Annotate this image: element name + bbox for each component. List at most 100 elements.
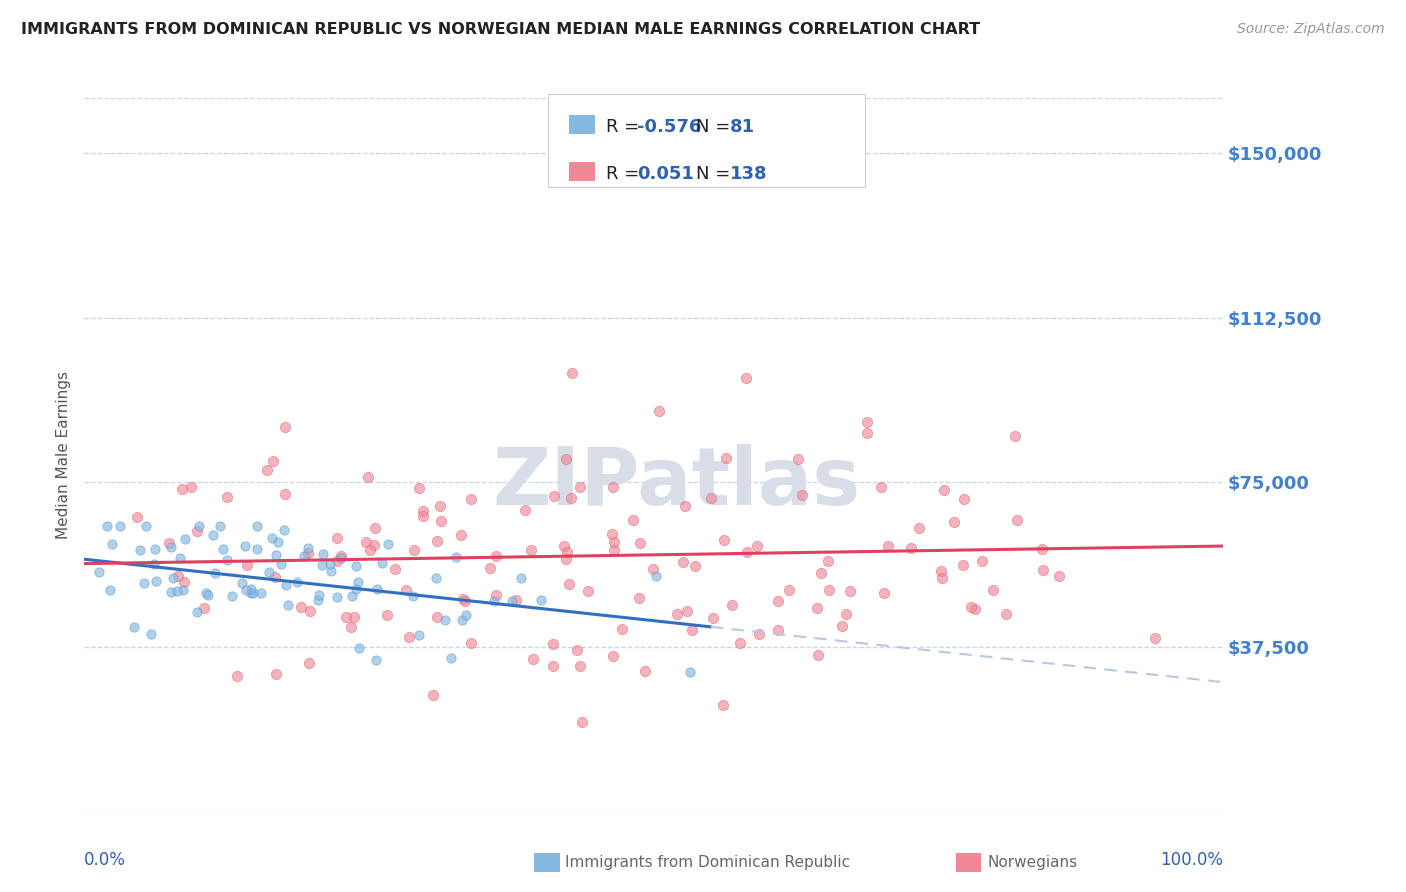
- Point: [555, 545, 578, 559]
- Point: [262, 454, 284, 468]
- Point: [460, 491, 482, 506]
- Point: [226, 669, 249, 683]
- Point: [270, 558, 292, 572]
- Point: [818, 583, 841, 598]
- Point: [429, 514, 451, 528]
- Point: [343, 610, 366, 624]
- Point: [425, 571, 447, 585]
- Point: [778, 582, 800, 597]
- Point: [931, 571, 953, 585]
- Point: [266, 535, 288, 549]
- Point: [180, 480, 202, 494]
- Point: [395, 582, 418, 597]
- Point: [298, 657, 321, 671]
- Text: N =: N =: [696, 165, 735, 183]
- Point: [960, 600, 983, 615]
- Point: [720, 598, 742, 612]
- Point: [648, 404, 671, 418]
- Point: [169, 550, 191, 565]
- Point: [440, 650, 463, 665]
- Point: [129, 543, 152, 558]
- Point: [246, 519, 269, 533]
- Point: [571, 715, 593, 730]
- Point: [628, 536, 651, 550]
- Point: [838, 584, 860, 599]
- Point: [807, 648, 830, 662]
- Point: [817, 554, 839, 568]
- Point: [325, 531, 347, 545]
- Point: [217, 491, 239, 505]
- Point: [340, 620, 363, 634]
- Point: [172, 583, 194, 598]
- Point: [728, 636, 751, 650]
- Point: [277, 598, 299, 612]
- Point: [329, 551, 352, 566]
- Point: [201, 528, 224, 542]
- Point: [787, 451, 810, 466]
- Point: [132, 575, 155, 590]
- Point: [522, 652, 544, 666]
- Point: [402, 590, 425, 604]
- Point: [285, 575, 308, 590]
- Point: [645, 569, 668, 583]
- Point: [364, 521, 387, 535]
- Point: [422, 688, 444, 702]
- Point: [188, 519, 211, 533]
- Point: [869, 479, 891, 493]
- Point: [1004, 429, 1026, 443]
- Point: [377, 537, 399, 551]
- Point: [806, 600, 828, 615]
- Point: [716, 451, 738, 466]
- Point: [713, 533, 735, 547]
- Point: [952, 558, 974, 572]
- Point: [412, 509, 434, 524]
- Point: [451, 592, 474, 607]
- Point: [257, 566, 280, 580]
- Point: [745, 539, 768, 553]
- Point: [384, 562, 406, 576]
- Point: [359, 542, 381, 557]
- Point: [408, 628, 430, 642]
- Point: [876, 539, 898, 553]
- Point: [145, 574, 167, 589]
- Point: [346, 574, 368, 589]
- Point: [212, 541, 235, 556]
- Point: [856, 415, 879, 429]
- Point: [371, 556, 394, 570]
- Point: [274, 487, 297, 501]
- Point: [610, 623, 633, 637]
- Text: -0.576: -0.576: [637, 118, 702, 136]
- Point: [326, 590, 349, 604]
- Point: [530, 593, 553, 607]
- Point: [344, 558, 367, 573]
- Point: [264, 667, 287, 681]
- Point: [454, 594, 477, 608]
- Point: [298, 604, 321, 618]
- Point: [110, 519, 132, 533]
- Point: [501, 594, 523, 608]
- Point: [953, 492, 976, 507]
- Text: 0.051: 0.051: [637, 165, 693, 183]
- Point: [307, 593, 329, 607]
- Point: [641, 562, 664, 576]
- Point: [1144, 631, 1167, 645]
- Point: [125, 510, 148, 524]
- Point: [356, 535, 378, 549]
- Point: [124, 620, 146, 634]
- Point: [297, 546, 319, 560]
- Point: [600, 527, 623, 541]
- Point: [174, 532, 197, 546]
- Point: [627, 591, 650, 606]
- Point: [446, 550, 468, 565]
- Point: [274, 420, 297, 434]
- Point: [221, 589, 243, 603]
- Point: [676, 604, 699, 618]
- Point: [482, 594, 505, 608]
- Point: [426, 610, 449, 624]
- Point: [375, 607, 398, 622]
- Point: [932, 483, 955, 497]
- Point: [264, 570, 287, 584]
- Point: [505, 593, 527, 607]
- Point: [366, 582, 388, 596]
- Point: [329, 549, 352, 563]
